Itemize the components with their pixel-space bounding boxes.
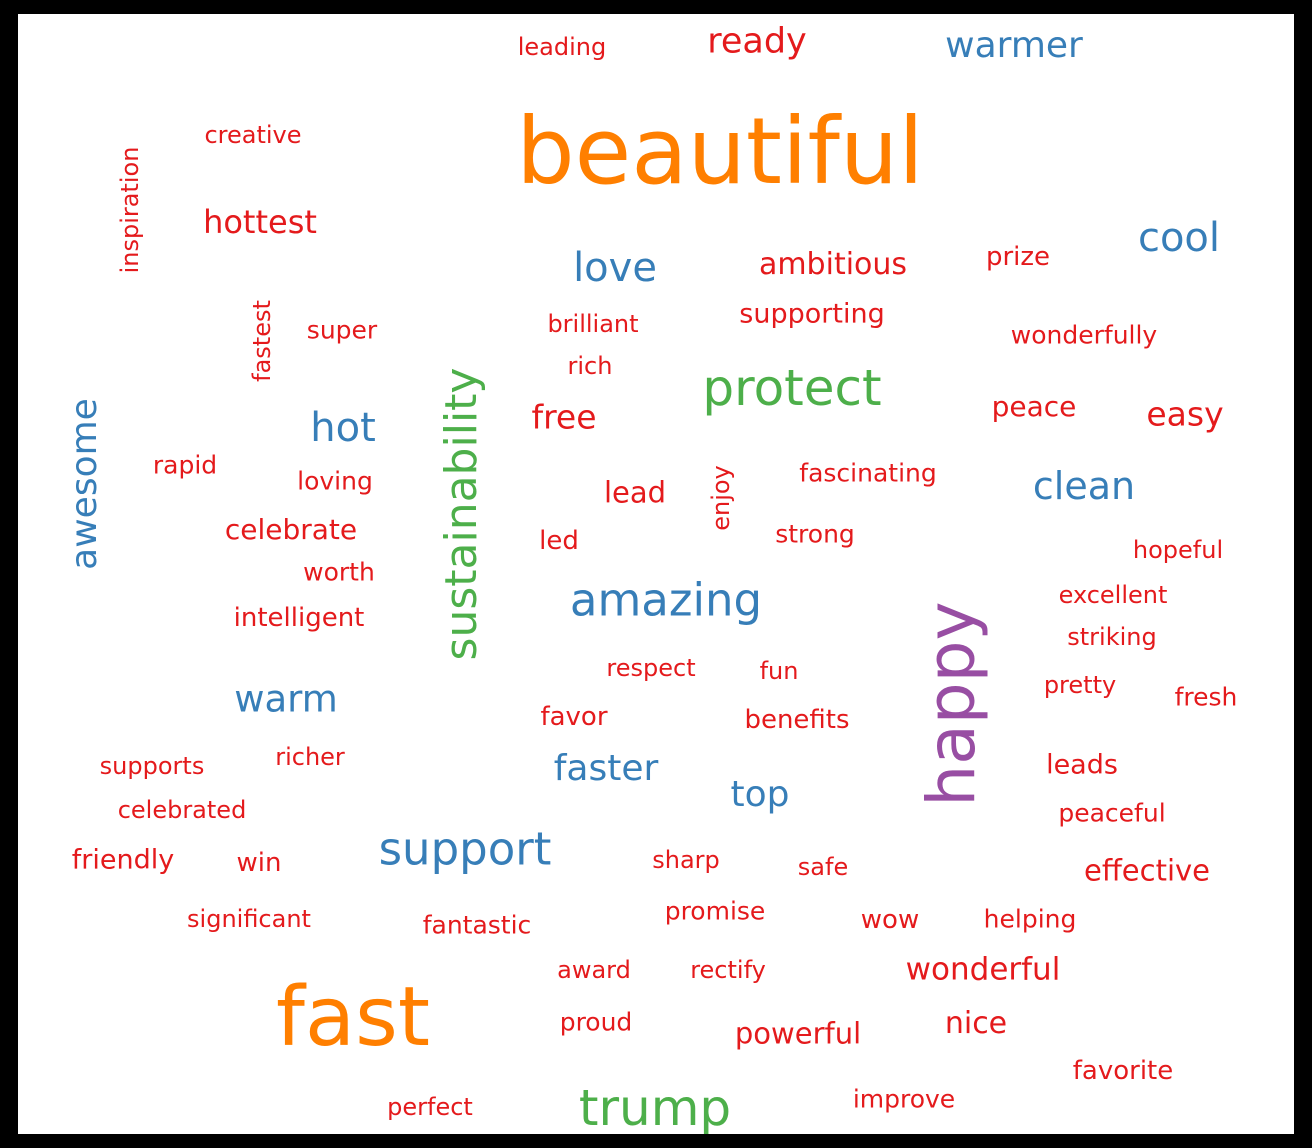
word-prize: prize: [985, 242, 1051, 272]
word-effective: effective: [1083, 853, 1211, 888]
word-friendly: friendly: [71, 844, 175, 876]
word-favor: favor: [540, 702, 608, 732]
word-trump: trump: [578, 1079, 732, 1134]
word-sustainability: sustainability: [436, 367, 487, 661]
word-hopeful: hopeful: [1132, 536, 1224, 564]
word-supports: supports: [99, 752, 205, 780]
word-cloud: leading ready warmer beautiful creative …: [18, 14, 1294, 1134]
word-rich: rich: [567, 352, 613, 380]
word-amazing: amazing: [569, 573, 763, 627]
word-love: love: [573, 245, 657, 291]
word-win: win: [236, 848, 282, 878]
word-enjoy: enjoy: [707, 465, 735, 531]
word-significant: significant: [187, 905, 311, 933]
word-warm: warm: [234, 677, 338, 721]
word-fascinating: fascinating: [799, 458, 937, 488]
word-fun: fun: [759, 657, 799, 685]
word-fast: fast: [276, 970, 430, 1065]
word-loving: loving: [297, 466, 373, 496]
word-leads: leads: [1046, 749, 1118, 781]
word-promise: promise: [664, 896, 766, 926]
word-improve: improve: [852, 1084, 956, 1114]
word-beautiful: beautiful: [516, 98, 924, 205]
word-leading: leading: [517, 33, 607, 61]
word-cool: cool: [1137, 215, 1221, 261]
word-wonderfully: wonderfully: [1010, 320, 1158, 350]
word-led: led: [539, 526, 579, 556]
word-happy: happy: [913, 601, 990, 807]
word-easy: easy: [1146, 394, 1224, 434]
word-intelligent: intelligent: [233, 603, 365, 633]
word-powerful: powerful: [734, 1016, 862, 1051]
word-faster: faster: [553, 748, 659, 789]
word-benefits: benefits: [744, 705, 850, 735]
word-fastest: fastest: [248, 300, 276, 382]
word-free: free: [531, 397, 597, 437]
word-sharp: sharp: [652, 846, 720, 874]
word-protect: protect: [702, 359, 882, 417]
word-pretty: pretty: [1043, 671, 1117, 699]
word-hottest: hottest: [203, 203, 317, 241]
word-rapid: rapid: [152, 450, 218, 480]
word-proud: proud: [559, 1007, 633, 1037]
word-inspiration: inspiration: [116, 146, 144, 274]
word-wonderful: wonderful: [905, 951, 1061, 988]
word-favorite: favorite: [1072, 1056, 1174, 1086]
word-awesome: awesome: [64, 398, 105, 570]
word-clean: clean: [1032, 464, 1136, 508]
word-celebrate: celebrate: [224, 513, 358, 546]
word-helping: helping: [983, 904, 1077, 934]
word-excellent: excellent: [1058, 581, 1168, 609]
word-ready: ready: [707, 21, 807, 62]
word-strong: strong: [775, 519, 855, 549]
word-hot: hot: [310, 405, 376, 451]
word-support: support: [378, 822, 552, 876]
word-safe: safe: [797, 853, 849, 881]
word-perfect: perfect: [387, 1093, 473, 1121]
word-top: top: [730, 774, 790, 815]
word-celebrated: celebrated: [117, 796, 247, 824]
word-supporting: supporting: [739, 298, 885, 330]
word-respect: respect: [606, 654, 696, 682]
word-nice: nice: [944, 1006, 1008, 1041]
word-award: award: [557, 956, 631, 984]
word-brilliant: brilliant: [547, 310, 639, 338]
word-lead: lead: [603, 475, 667, 510]
word-peace: peace: [991, 390, 1077, 423]
word-striking: striking: [1067, 623, 1157, 651]
word-fresh: fresh: [1174, 682, 1238, 712]
word-super: super: [306, 315, 378, 345]
word-rectify: rectify: [690, 956, 766, 984]
word-creative: creative: [204, 121, 302, 149]
word-warmer: warmer: [945, 25, 1083, 66]
word-fantastic: fantastic: [422, 910, 532, 940]
word-peaceful: peaceful: [1058, 798, 1166, 828]
word-worth: worth: [303, 557, 375, 587]
word-richer: richer: [275, 743, 345, 771]
word-wow: wow: [860, 905, 920, 935]
word-ambitious: ambitious: [758, 247, 908, 282]
